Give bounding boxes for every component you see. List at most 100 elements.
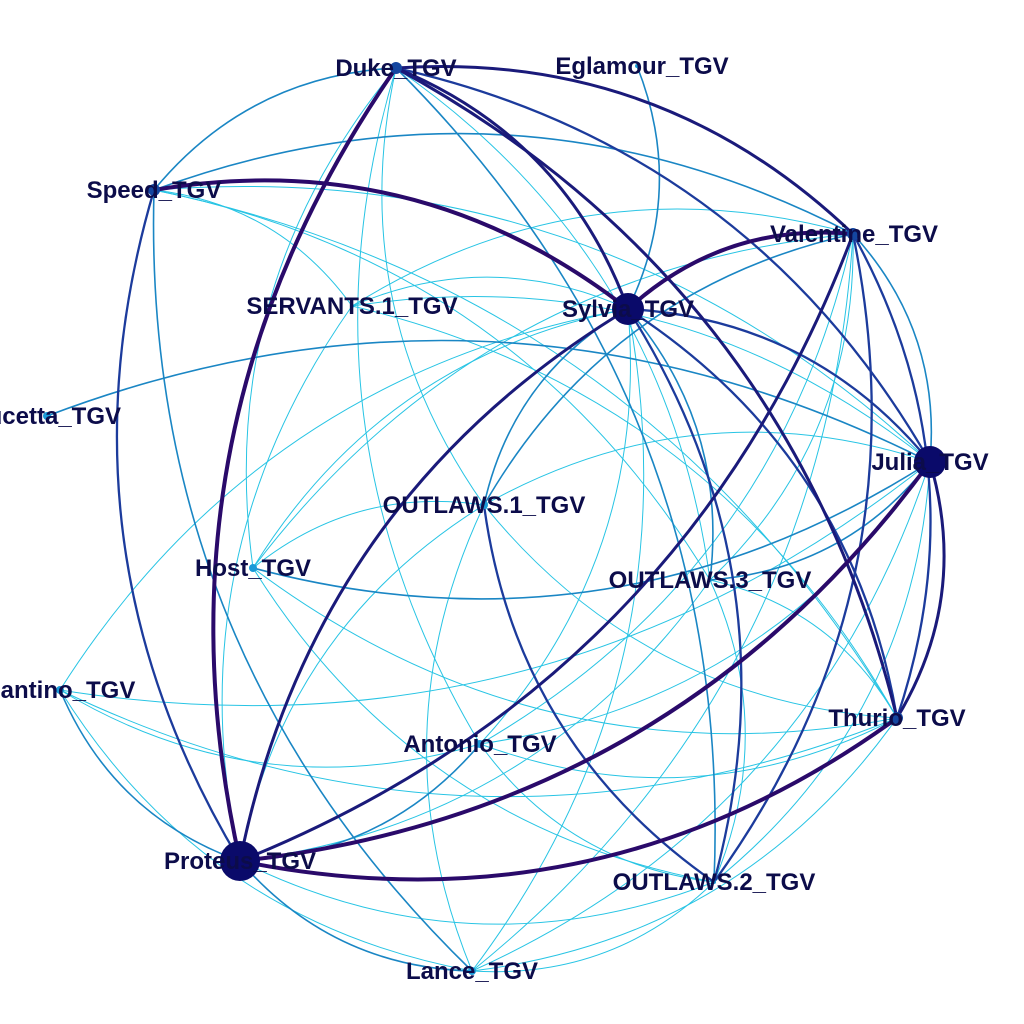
node-label-host: Host_TGV <box>195 555 311 582</box>
edge-sylvia-antonio <box>479 308 631 745</box>
edge-proteus-thurio <box>239 716 899 882</box>
node-label-antonio: Antonio_TGV <box>403 731 556 758</box>
edge-servants1-thurio <box>351 305 898 719</box>
node-pantino <box>56 686 64 694</box>
edge-julia-outlaws1 <box>483 431 931 506</box>
edge-host-thurio <box>252 567 898 735</box>
edge-lucetta-julia <box>46 339 931 463</box>
edge-sylvia-valentine <box>626 230 854 311</box>
edge-duke-sylvia <box>395 66 630 310</box>
edge-speed-outlaws3 <box>153 189 711 581</box>
node-lance <box>468 967 476 975</box>
edge-duke-outlaws3 <box>395 67 711 581</box>
node-label-valentine: Valentine_TGV <box>770 221 938 248</box>
edge-speed-duke <box>153 67 397 191</box>
edge-proteus-lance <box>239 860 473 972</box>
edge-speed-lance <box>152 189 473 972</box>
edge-duke-thurio <box>395 66 899 719</box>
label-layer: Duke_TGV Eglamour_TGV Speed_TGV Valentine_T… <box>0 53 989 985</box>
edge-sylvia-thurio <box>627 308 899 719</box>
node-label-outlaws3: OUTLAWS.3_TGV <box>609 567 812 594</box>
edge-antonio-outlaws2 <box>479 743 715 883</box>
node-outlaws1 <box>480 501 488 509</box>
edge-outlaws1-lance <box>426 504 485 972</box>
node-label-thurio: Thurio_TGV <box>828 705 965 732</box>
node-label-lance: Lance_TGV <box>406 958 538 985</box>
edge-valentine-host <box>252 233 854 569</box>
node-host <box>249 564 257 572</box>
node-label-eglamour: Eglamour_TGV <box>555 53 728 80</box>
edge-sylvia-outlaws2 <box>627 308 743 883</box>
edge-sylvia-pantino <box>59 308 629 691</box>
edge-speed-servants1 <box>153 189 353 307</box>
node-layer <box>43 62 946 975</box>
edge-duke-valentine <box>395 64 855 236</box>
edge-valentine-lance <box>471 233 854 972</box>
node-servants1 <box>350 304 354 308</box>
edge-antonio-thurio <box>479 717 898 779</box>
node-label-pantino: Pantino_TGV <box>0 677 135 704</box>
node-label-outlaws1: OUTLAWS.1_TGV <box>383 492 586 519</box>
node-label-speed: Speed_TGV <box>87 177 222 204</box>
node-label-servants1: SERVANTS.1_TGV <box>246 293 457 320</box>
edge-layer <box>46 64 946 973</box>
edge-duke-antonio <box>357 67 481 745</box>
edge-julia-outlaws2 <box>713 461 931 883</box>
edge-sylvia-outlaws3 <box>627 308 714 581</box>
node-label-duke: Duke_TGV <box>335 55 456 82</box>
edge-outlaws3-proteus <box>239 579 711 862</box>
node-label-proteus: Proteus_TGV <box>164 848 316 875</box>
edge-outlaws3-julia <box>709 461 931 581</box>
edge-servants1-sylvia <box>351 276 629 310</box>
edge-proteus-duke <box>211 66 398 862</box>
node-outlaws2 <box>712 880 716 884</box>
node-label-outlaws2: OUTLAWS.2_TGV <box>613 869 816 896</box>
edge-servants1-julia <box>351 295 931 463</box>
edge-proteus-julia <box>239 460 932 863</box>
node-proteus <box>220 841 260 881</box>
edge-duke-outlaws2 <box>395 67 716 883</box>
edge-julia-sylvia <box>627 307 931 463</box>
node-valentine <box>847 228 859 240</box>
edge-sylvia-host <box>252 308 629 569</box>
edge-valentine-outlaws3 <box>709 233 854 581</box>
edge-eglamour-sylvia <box>627 65 661 310</box>
edge-thurio-lance <box>471 717 898 972</box>
edge-sylvia-lance <box>471 308 645 972</box>
edge-proteus-valentine <box>239 233 855 863</box>
node-julia <box>914 446 946 478</box>
node-sylvia <box>612 293 644 325</box>
edge-outlaws1-host <box>252 500 485 569</box>
edge-valentine-servants1 <box>351 208 854 307</box>
edge-speed-julia <box>153 185 931 463</box>
edge-julia-host <box>252 461 931 600</box>
edge-outlaws1-thurio <box>483 504 898 719</box>
node-label-julia: Julia_TGV <box>871 449 988 476</box>
edge-speed-thurio <box>153 189 898 719</box>
edge-pantino-proteus <box>59 689 241 862</box>
node-antonio <box>476 740 484 748</box>
edge-duke-host <box>245 67 397 569</box>
edge-outlaws1-outlaws2 <box>482 504 715 883</box>
edge-proteus-outlaws2 <box>239 860 715 925</box>
edge-duke-julia <box>395 66 931 463</box>
edge-valentine-outlaws1 <box>483 233 854 506</box>
node-label-lucetta: Lucetta_TGV <box>0 403 121 430</box>
edge-julia-thurio <box>895 461 946 719</box>
node-speed <box>148 184 160 196</box>
edge-valentine-julia <box>852 233 933 463</box>
edge-outlaws2-lance <box>471 881 715 973</box>
node-outlaws3 <box>708 578 712 582</box>
node-thurio <box>891 712 903 724</box>
node-eglamour <box>635 64 639 68</box>
edge-julia-pantino <box>59 461 931 707</box>
edge-speed-sylvia <box>153 178 630 311</box>
edge-speed-proteus <box>115 189 241 862</box>
edge-julia-lance <box>471 461 931 972</box>
node-label-sylvia: Sylvia_TGV <box>562 296 694 323</box>
edge-outlaws3-thurio <box>709 579 898 719</box>
node-lucetta <box>43 412 51 420</box>
edge-proteus-sylvia <box>238 307 629 862</box>
node-duke <box>390 62 402 74</box>
